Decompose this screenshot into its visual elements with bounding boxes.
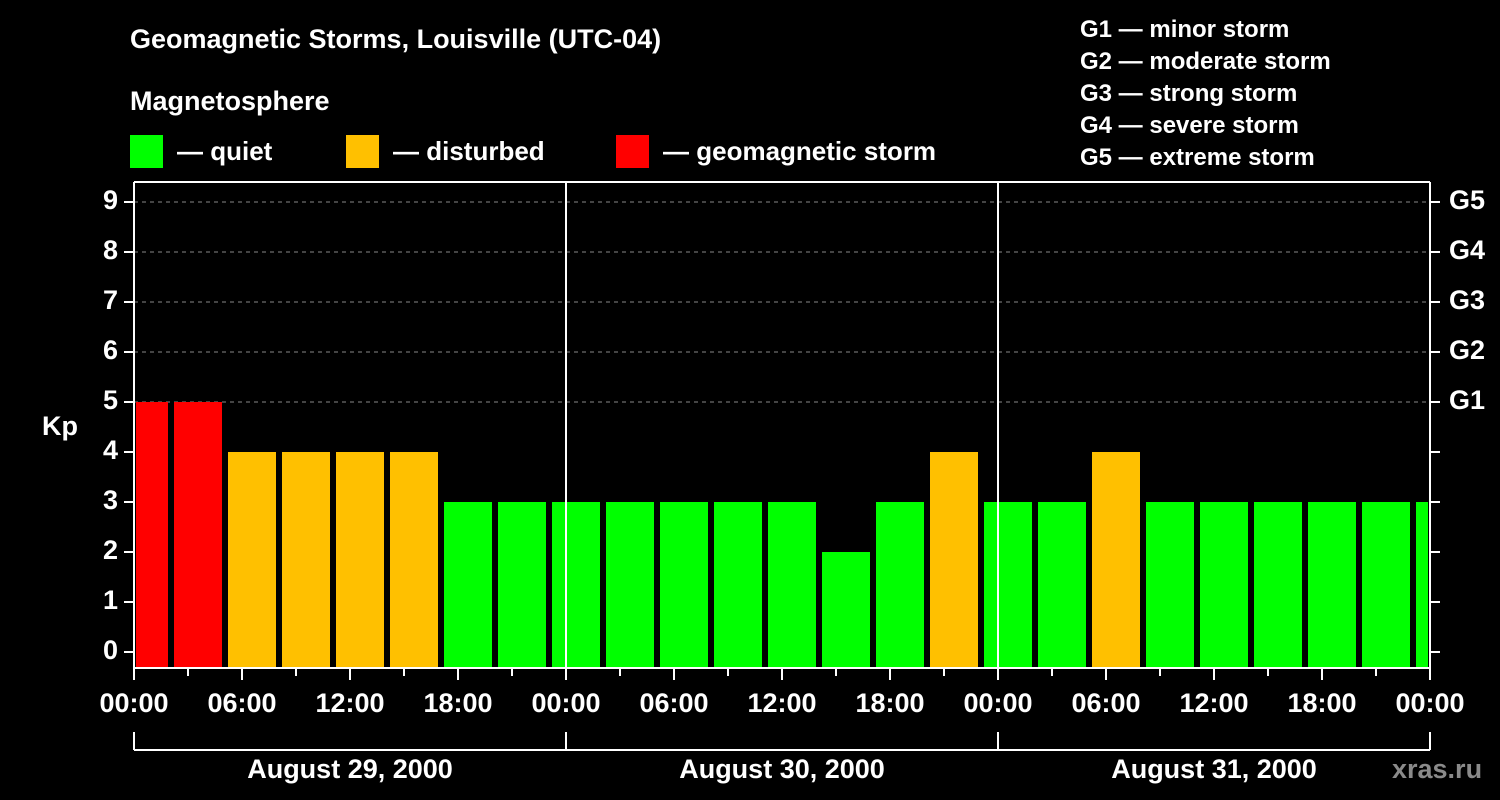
x-tick-label: 12:00 xyxy=(747,688,817,718)
date-label-2: August 30, 2000 xyxy=(679,754,885,784)
x-tick-label: 12:00 xyxy=(1179,688,1249,718)
disturbed-swatch xyxy=(346,134,379,168)
kp-bar xyxy=(1416,502,1428,667)
date-label-1: August 29, 2000 xyxy=(247,754,453,784)
kp-bar xyxy=(1092,452,1140,667)
x-tick-label: 00:00 xyxy=(963,688,1033,718)
y-tick-label: 1 xyxy=(102,585,118,615)
kp-bar xyxy=(822,552,870,667)
legend-disturbed-label: — disturbed xyxy=(393,135,545,166)
g-scale-label: G2 xyxy=(1449,335,1486,365)
kp-bar xyxy=(876,502,924,667)
y-tick-label: 5 xyxy=(102,385,118,415)
g-scale-label: G4 xyxy=(1449,235,1486,265)
y-tick-label: 3 xyxy=(102,485,118,515)
kp-bar xyxy=(228,452,276,667)
kp-bar xyxy=(984,502,1032,667)
gridlines xyxy=(134,201,1430,403)
kp-bars xyxy=(136,402,1428,667)
x-tick-label: 06:00 xyxy=(639,688,709,718)
g2-description: G2 — moderate storm xyxy=(1080,48,1331,75)
credit-watermark: xras.ru xyxy=(1392,754,1483,784)
g-scale-label: G5 xyxy=(1449,185,1486,215)
kp-bar xyxy=(1254,502,1302,667)
x-tick-label: 06:00 xyxy=(1071,688,1141,718)
y-tick-label: 6 xyxy=(102,335,118,365)
legend-storm: — geomagnetic storm xyxy=(616,134,936,168)
kp-bar xyxy=(930,452,978,667)
quiet-swatch xyxy=(130,134,163,168)
kp-bar xyxy=(282,452,330,667)
g-scale-label: G1 xyxy=(1449,385,1486,415)
x-tick-label: 06:00 xyxy=(207,688,277,718)
x-tick-label: 00:00 xyxy=(1395,688,1465,718)
g5-description: G5 — extreme storm xyxy=(1080,144,1315,171)
kp-bar xyxy=(444,502,492,667)
date-label-3: August 31, 2000 xyxy=(1111,754,1317,784)
kp-bar xyxy=(606,502,654,667)
g1-description: G1 — minor storm xyxy=(1080,16,1290,43)
chart-title: Geomagnetic Storms, Louisville (UTC-04) xyxy=(130,24,662,54)
x-tick-label: 12:00 xyxy=(315,688,385,718)
chart-subtitle: Magnetosphere xyxy=(130,86,330,116)
g-scale-label: G3 xyxy=(1449,285,1486,315)
kp-bar xyxy=(1308,502,1356,667)
y-tick-label: 4 xyxy=(102,435,118,465)
kp-bar xyxy=(660,502,708,667)
kp-bar xyxy=(1362,502,1410,667)
kp-bar xyxy=(1038,502,1086,667)
legend-quiet: — quiet xyxy=(130,134,272,168)
y-tick-label: 8 xyxy=(102,235,118,265)
g3-description: G3 — strong storm xyxy=(1080,80,1298,107)
y-axis-label: Kp xyxy=(42,411,78,441)
kp-bar xyxy=(136,402,168,667)
kp-bar xyxy=(714,502,762,667)
x-tick-label: 18:00 xyxy=(1287,688,1357,718)
y-tick-label: 9 xyxy=(102,185,118,215)
y-tick-label: 7 xyxy=(102,285,118,315)
storm-swatch xyxy=(616,134,649,168)
g4-description: G4 — severe storm xyxy=(1080,112,1299,139)
storm-scale-legend: G1 — minor storm G2 — moderate storm G3 … xyxy=(1080,14,1331,174)
legend-disturbed: — disturbed xyxy=(346,134,545,168)
y-tick-label: 2 xyxy=(102,535,118,565)
x-tick-label: 00:00 xyxy=(531,688,601,718)
kp-bar xyxy=(1200,502,1248,667)
kp-bar xyxy=(390,452,438,667)
x-tick-label: 18:00 xyxy=(855,688,925,718)
kp-bar xyxy=(768,502,816,667)
legend-quiet-label: — quiet xyxy=(177,135,273,166)
kp-bar xyxy=(174,402,222,667)
x-tick-label: 00:00 xyxy=(99,688,169,718)
kp-bar xyxy=(336,452,384,667)
x-tick-label: 18:00 xyxy=(423,688,493,718)
legend-storm-label: — geomagnetic storm xyxy=(663,135,937,166)
kp-bar xyxy=(498,502,546,667)
kp-bar xyxy=(552,502,600,667)
kp-bar xyxy=(1146,502,1194,667)
y-tick-label: 0 xyxy=(102,635,118,665)
